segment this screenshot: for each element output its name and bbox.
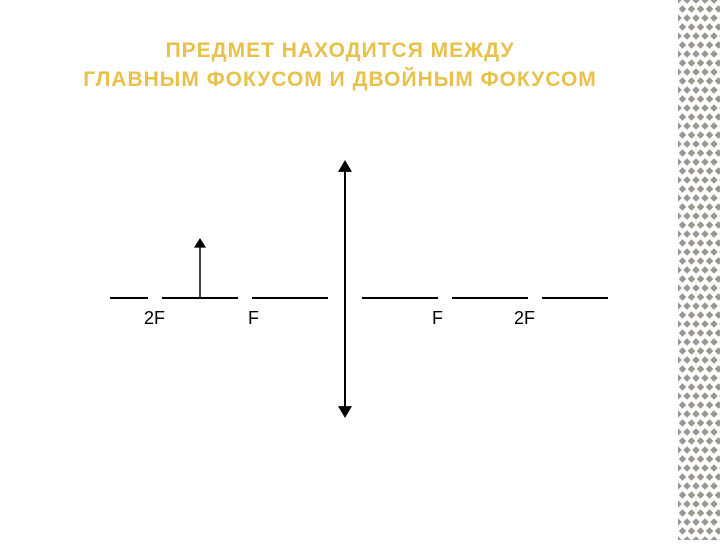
optics-diagram: 2F F F 2F <box>100 150 620 430</box>
diagram-svg: 2F F F 2F <box>100 150 620 430</box>
svg-text:2F: 2F <box>144 308 165 328</box>
diamond-pattern <box>678 0 720 540</box>
svg-text:F: F <box>432 308 443 328</box>
svg-text:2F: 2F <box>514 308 535 328</box>
side-decoration <box>678 0 720 540</box>
svg-text:F: F <box>248 308 259 328</box>
slide-title: ПРЕДМЕТ НАХОДИТСЯ МЕЖДУ ГЛАВНЫМ ФОКУСОМ … <box>0 36 680 95</box>
